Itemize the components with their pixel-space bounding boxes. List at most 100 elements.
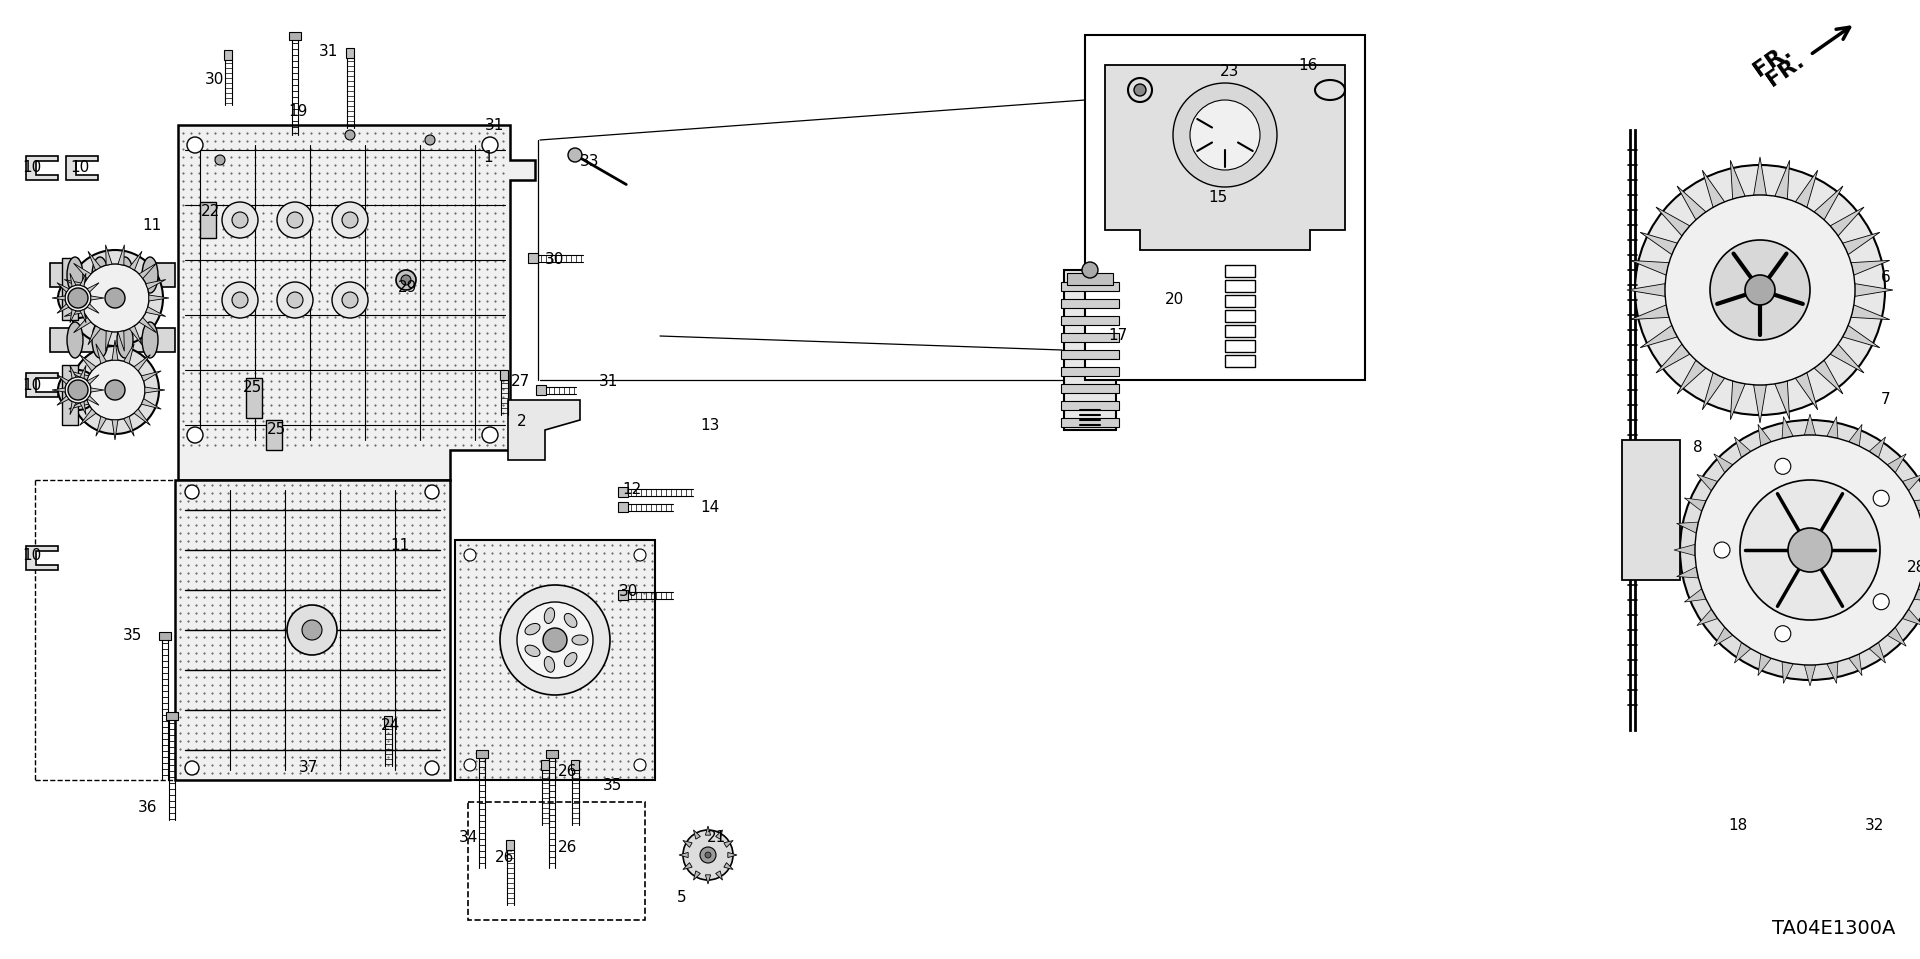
Circle shape	[424, 135, 436, 145]
Ellipse shape	[67, 257, 83, 293]
Polygon shape	[117, 331, 125, 351]
Text: 15: 15	[1208, 191, 1227, 205]
Text: 26: 26	[559, 764, 578, 780]
Circle shape	[1680, 420, 1920, 680]
Circle shape	[184, 485, 200, 499]
Polygon shape	[1703, 170, 1724, 207]
Polygon shape	[111, 420, 117, 440]
Polygon shape	[50, 328, 175, 352]
Circle shape	[401, 275, 411, 285]
Text: 10: 10	[23, 378, 42, 392]
Polygon shape	[144, 387, 165, 393]
Circle shape	[1774, 625, 1791, 642]
Text: 31: 31	[319, 44, 338, 59]
Circle shape	[634, 549, 645, 561]
Polygon shape	[1715, 627, 1732, 646]
Polygon shape	[96, 344, 106, 363]
Circle shape	[684, 830, 733, 880]
Circle shape	[1135, 84, 1146, 96]
Circle shape	[1711, 240, 1811, 340]
Polygon shape	[705, 875, 710, 884]
Polygon shape	[225, 50, 232, 60]
Circle shape	[276, 202, 313, 238]
Polygon shape	[1730, 381, 1745, 420]
Circle shape	[701, 847, 716, 863]
Text: 13: 13	[701, 417, 720, 433]
Polygon shape	[1674, 545, 1695, 555]
Polygon shape	[384, 716, 392, 726]
Polygon shape	[684, 863, 691, 870]
Polygon shape	[1062, 384, 1119, 393]
Text: TA04E1300A: TA04E1300A	[1772, 919, 1895, 938]
Polygon shape	[1730, 160, 1745, 199]
Ellipse shape	[524, 623, 540, 635]
Polygon shape	[499, 370, 509, 380]
Polygon shape	[1782, 416, 1793, 438]
Polygon shape	[90, 296, 104, 300]
Polygon shape	[81, 402, 86, 414]
Ellipse shape	[92, 257, 108, 293]
Circle shape	[543, 628, 566, 652]
Text: 36: 36	[138, 801, 157, 815]
Text: 31: 31	[484, 119, 503, 133]
Polygon shape	[290, 32, 301, 40]
Polygon shape	[69, 402, 77, 414]
Text: 1: 1	[484, 150, 493, 165]
Circle shape	[186, 137, 204, 153]
Circle shape	[58, 278, 98, 318]
Polygon shape	[1814, 361, 1843, 394]
Polygon shape	[1759, 654, 1772, 676]
Text: 10: 10	[23, 549, 42, 564]
Polygon shape	[693, 830, 701, 839]
Polygon shape	[1064, 270, 1116, 430]
Polygon shape	[541, 760, 549, 770]
Text: 2: 2	[516, 414, 526, 430]
Ellipse shape	[142, 257, 157, 293]
Text: 20: 20	[1165, 292, 1185, 308]
Text: 16: 16	[1298, 58, 1317, 73]
Polygon shape	[65, 387, 84, 393]
Circle shape	[58, 370, 98, 410]
Text: 19: 19	[288, 105, 307, 120]
Polygon shape	[724, 863, 733, 870]
Text: 21: 21	[707, 830, 726, 846]
Circle shape	[1665, 195, 1855, 385]
Polygon shape	[1062, 350, 1119, 359]
Circle shape	[286, 605, 338, 655]
Ellipse shape	[572, 635, 588, 645]
Polygon shape	[1855, 284, 1893, 296]
Polygon shape	[618, 487, 628, 497]
Polygon shape	[1795, 170, 1818, 207]
Polygon shape	[1676, 522, 1699, 533]
Circle shape	[346, 130, 355, 140]
Polygon shape	[111, 340, 117, 361]
Circle shape	[65, 285, 90, 311]
Polygon shape	[716, 871, 722, 880]
Circle shape	[1874, 490, 1889, 506]
Polygon shape	[179, 125, 536, 480]
Circle shape	[81, 264, 150, 332]
Circle shape	[396, 270, 417, 290]
Text: 10: 10	[71, 160, 90, 175]
Polygon shape	[117, 245, 125, 265]
Polygon shape	[728, 853, 737, 857]
Text: 28: 28	[1907, 560, 1920, 575]
Polygon shape	[1914, 498, 1920, 511]
Polygon shape	[1106, 65, 1346, 250]
Ellipse shape	[117, 257, 132, 293]
Polygon shape	[455, 540, 655, 780]
Polygon shape	[536, 385, 545, 395]
Polygon shape	[86, 304, 100, 314]
Polygon shape	[61, 365, 79, 425]
Polygon shape	[52, 388, 65, 392]
Text: 33: 33	[580, 154, 599, 170]
Ellipse shape	[564, 614, 576, 627]
Circle shape	[71, 346, 159, 434]
Polygon shape	[246, 378, 261, 418]
Polygon shape	[267, 420, 282, 450]
Polygon shape	[1830, 344, 1864, 373]
Polygon shape	[1849, 654, 1862, 676]
Polygon shape	[1062, 333, 1119, 342]
Polygon shape	[476, 750, 488, 758]
Polygon shape	[1843, 325, 1880, 348]
